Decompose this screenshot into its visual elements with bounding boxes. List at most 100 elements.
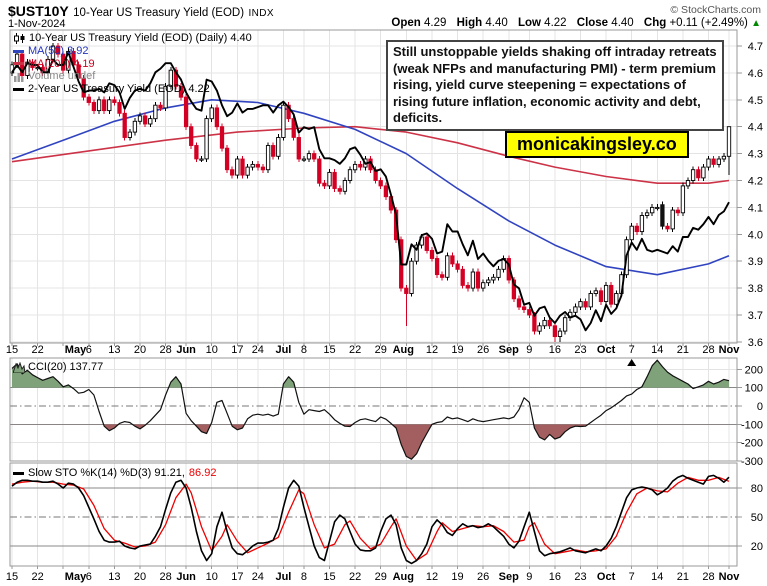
svg-text:8: 8: [301, 344, 307, 356]
svg-text:15: 15: [323, 571, 335, 583]
svg-text:23: 23: [574, 571, 586, 583]
svg-text:Jun: Jun: [176, 571, 196, 583]
svg-text:28: 28: [702, 344, 714, 356]
svg-text:-300: -300: [741, 456, 763, 468]
svg-text:Aug: Aug: [393, 571, 414, 583]
svg-text:28: 28: [160, 571, 172, 583]
ma200-line-swatch-icon: [13, 62, 24, 66]
area-chart-icon: [12, 361, 26, 373]
open-label: Open: [391, 17, 421, 29]
chart-header: $UST10Y 10-Year US Treasury Yield (EOD) …: [8, 3, 759, 19]
main-chart-legend: 10-Year US Treasury Yield (EOD) (Daily) …: [13, 32, 252, 96]
svg-text:13: 13: [108, 344, 120, 356]
ohlc-quote-bar: Open 4.29 High 4.40 Low 4.22 Close 4.40 …: [391, 17, 761, 29]
svg-text:10: 10: [206, 571, 218, 583]
svg-text:13: 13: [108, 571, 120, 583]
volume-bars-icon: [13, 72, 25, 82]
low-value: 4.22: [544, 17, 567, 29]
svg-text:20: 20: [134, 571, 146, 583]
ticker-symbol: $UST10Y: [8, 3, 69, 19]
svg-text:Sep: Sep: [499, 344, 519, 356]
legend-price-label: 10-Year US Treasury Yield (EOD) (Daily) …: [29, 32, 252, 44]
open-value: 4.29: [424, 17, 447, 29]
svg-text:3.6: 3.6: [748, 337, 763, 349]
svg-text:Oct: Oct: [597, 571, 616, 583]
svg-text:7: 7: [629, 344, 635, 356]
svg-text:19: 19: [451, 344, 463, 356]
svg-text:3.9: 3.9: [748, 256, 763, 268]
svg-text:Jul: Jul: [275, 344, 291, 356]
svg-text:4.4: 4.4: [748, 122, 763, 134]
chart-date: 1-Nov-2024: [8, 18, 66, 30]
svg-text:14: 14: [651, 344, 663, 356]
two-year-line-swatch-icon: [13, 88, 24, 92]
svg-text:Jul: Jul: [275, 571, 291, 583]
legend-row-2year: 2-Year US Treasury Yield (EOD) 4.22: [13, 83, 252, 96]
svg-text:May: May: [65, 571, 87, 583]
svg-text:16: 16: [549, 344, 561, 356]
legend-row-ma200: MA(200) 4.19: [13, 58, 252, 71]
svg-text:6: 6: [86, 344, 92, 356]
legend-row-price: 10-Year US Treasury Yield (EOD) (Daily) …: [13, 32, 252, 45]
ma50-line-swatch-icon: [13, 49, 24, 53]
svg-text:Nov: Nov: [719, 571, 741, 583]
sto-line-swatch-icon: [13, 471, 24, 475]
legend-volume-label: Volume undef: [28, 70, 96, 83]
exchange-label: INDX: [248, 8, 274, 19]
svg-text:8: 8: [301, 571, 307, 583]
svg-text:16: 16: [549, 571, 561, 583]
svg-text:22: 22: [31, 344, 43, 356]
svg-text:4.2: 4.2: [748, 176, 763, 188]
svg-text:10: 10: [206, 344, 218, 356]
low-label: Low: [517, 17, 541, 29]
svg-text:Aug: Aug: [393, 344, 414, 356]
svg-text:Nov: Nov: [719, 344, 741, 356]
svg-text:22: 22: [349, 571, 361, 583]
svg-text:6: 6: [86, 571, 92, 583]
stockcharts-credit: © StockCharts.com: [670, 4, 761, 16]
svg-text:4.5: 4.5: [748, 95, 763, 107]
svg-text:15: 15: [6, 571, 18, 583]
svg-text:-200: -200: [741, 438, 763, 450]
svg-text:20: 20: [751, 541, 763, 553]
svg-text:4.7: 4.7: [748, 41, 763, 53]
svg-text:28: 28: [702, 571, 714, 583]
cci-legend: CCI(20) 137.77: [12, 361, 103, 373]
svg-text:23: 23: [574, 344, 586, 356]
svg-text:21: 21: [677, 344, 689, 356]
svg-text:12: 12: [426, 571, 438, 583]
svg-text:24: 24: [252, 571, 264, 583]
svg-text:22: 22: [31, 571, 43, 583]
svg-text:100: 100: [745, 383, 763, 395]
svg-text:20: 20: [134, 344, 146, 356]
high-label: High: [456, 17, 483, 29]
svg-text:0: 0: [757, 401, 763, 413]
svg-text:Oct: Oct: [597, 344, 616, 356]
svg-text:May: May: [65, 344, 87, 356]
legend-ma200-label: MA(200) 4.19: [28, 57, 95, 70]
svg-text:26: 26: [477, 571, 489, 583]
candlestick-icon: [13, 32, 26, 44]
svg-text:50: 50: [751, 512, 763, 524]
svg-text:9: 9: [526, 571, 532, 583]
svg-text:3.8: 3.8: [748, 283, 763, 295]
svg-text:29: 29: [375, 344, 387, 356]
svg-text:-100: -100: [741, 419, 763, 431]
watermark-monicakingsley: monicakingsley.co: [505, 131, 689, 158]
svg-text:17: 17: [231, 344, 243, 356]
svg-text:4.6: 4.6: [748, 68, 763, 80]
legend-row-volume: Volume undef: [13, 70, 252, 83]
svg-text:4.3: 4.3: [748, 149, 763, 161]
svg-text:29: 29: [375, 571, 387, 583]
chg-value: +0.11 (+2.49%): [669, 17, 748, 29]
instrument-title: 10-Year US Treasury Yield (EOD): [73, 7, 245, 19]
svg-text:4.1: 4.1: [748, 202, 763, 214]
svg-text:15: 15: [323, 344, 335, 356]
svg-text:15: 15: [6, 344, 18, 356]
svg-text:14: 14: [651, 571, 663, 583]
svg-text:80: 80: [751, 483, 763, 495]
chg-label: Chg: [643, 17, 667, 29]
sto-legend: Slow STO %K(14) %D(3) 91.21, 86.92: [13, 467, 216, 479]
